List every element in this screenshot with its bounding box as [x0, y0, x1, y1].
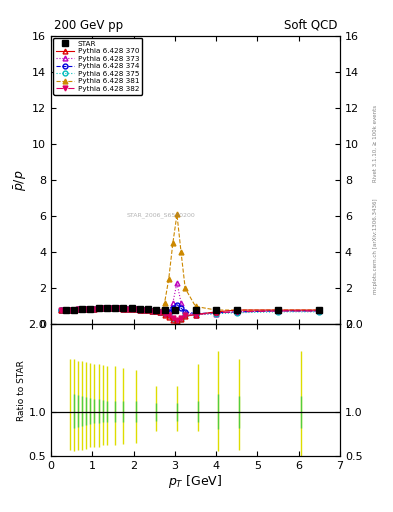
Text: Soft QCD: Soft QCD [284, 18, 337, 32]
Y-axis label: Ratio to STAR: Ratio to STAR [17, 359, 26, 420]
Y-axis label: $\bar{p}/p$: $\bar{p}/p$ [13, 169, 29, 191]
Text: Rivet 3.1.10, ≥ 100k events: Rivet 3.1.10, ≥ 100k events [373, 105, 378, 182]
Text: mcplots.cern.ch [arXiv:1306.3436]: mcplots.cern.ch [arXiv:1306.3436] [373, 198, 378, 293]
X-axis label: $p_T$ [GeV]: $p_T$ [GeV] [168, 473, 223, 490]
Text: STAR_2006_S6500200: STAR_2006_S6500200 [127, 212, 195, 218]
Legend: STAR, Pythia 6.428 370, Pythia 6.428 373, Pythia 6.428 374, Pythia 6.428 375, Py: STAR, Pythia 6.428 370, Pythia 6.428 373… [53, 38, 142, 95]
Text: 200 GeV pp: 200 GeV pp [54, 18, 123, 32]
